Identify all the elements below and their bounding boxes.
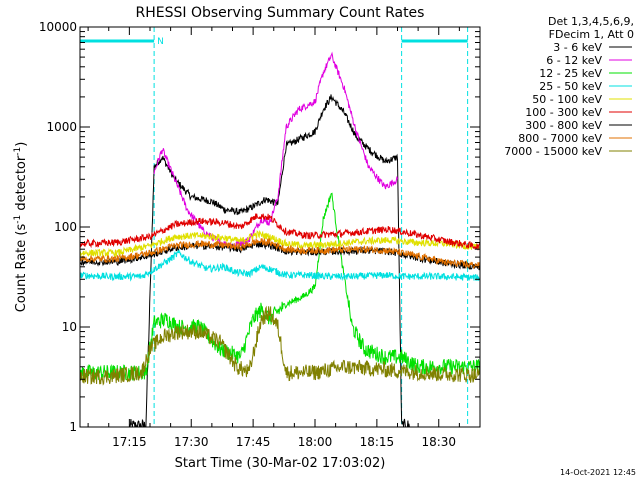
legend-label-5: 50 - 100 keV — [532, 93, 602, 106]
y-axis-label-part-1: Count Rate (s — [14, 224, 29, 313]
series-line-8 — [79, 237, 481, 270]
series-line-6 — [79, 213, 481, 251]
series-line-5 — [79, 229, 481, 258]
legend-label-1: 3 - 6 keV — [553, 41, 602, 54]
y-tick-label: 10 — [62, 320, 77, 334]
x-tick-label: 17:45 — [236, 435, 271, 449]
y-tick-label: 1000 — [46, 120, 77, 134]
series-line-4 — [79, 249, 481, 282]
y-axis-label: Count Rate (s-1 detector-1) — [13, 142, 29, 313]
series-line-7 — [79, 239, 481, 271]
y-axis-label-sup-1: -1 — [13, 215, 23, 224]
y-axis: 1 10 100 1000 10000 — [39, 20, 480, 434]
series-line-1 — [128, 94, 410, 428]
x-axis-label: Start Time (30-Mar-02 17:03:02) — [175, 456, 386, 471]
legend-label-4: 25 - 50 keV — [539, 80, 602, 93]
x-tick-label: 17:30 — [174, 435, 209, 449]
legend-header-line-1: Det 1,3,4,5,6,9, — [548, 15, 634, 28]
x-tick-label: 18:15 — [360, 435, 395, 449]
y-tick-label: 100 — [54, 220, 77, 234]
x-axis: 17:15 17:30 17:45 18:00 18:15 18:30 — [87, 27, 481, 449]
attenuator-interval-2 — [401, 27, 469, 427]
y-tick-label: 10000 — [39, 20, 77, 34]
series-line-3 — [79, 192, 481, 381]
legend-label-7: 300 - 800 keV — [525, 119, 602, 132]
x-tick-label: 17:15 — [112, 435, 147, 449]
series-line-2 — [153, 51, 398, 249]
night-flag-label: N — [157, 37, 164, 47]
y-axis-label-part-3: ) — [14, 142, 29, 147]
timestamp: 14-Oct-2021 12:45 — [560, 468, 636, 477]
x-tick-label: 18:00 — [298, 435, 333, 449]
y-tick-label: 1 — [69, 420, 77, 434]
legend-label-8: 800 - 7000 keV — [518, 132, 602, 145]
legend-label-6: 100 - 300 keV — [525, 106, 602, 119]
y-axis-label-part-2: detector — [14, 155, 29, 215]
legend-label-9: 7000 - 15000 keV — [504, 145, 602, 158]
legend-label-3: 12 - 25 keV — [539, 67, 602, 80]
legend-header-line-2: FDecim 1, Att 0 — [549, 28, 634, 41]
chart-title: RHESSI Observing Summary Count Rates — [136, 5, 425, 21]
y-axis-label-sup-2: -1 — [13, 147, 23, 156]
legend-label-2: 6 - 12 keV — [546, 54, 602, 67]
legend-header: Det 1,3,4,5,6,9, FDecim 1, Att 0 — [548, 15, 634, 41]
plot-content: N — [79, 27, 481, 428]
series-line-9 — [79, 305, 481, 386]
x-tick-label: 18:30 — [421, 435, 456, 449]
